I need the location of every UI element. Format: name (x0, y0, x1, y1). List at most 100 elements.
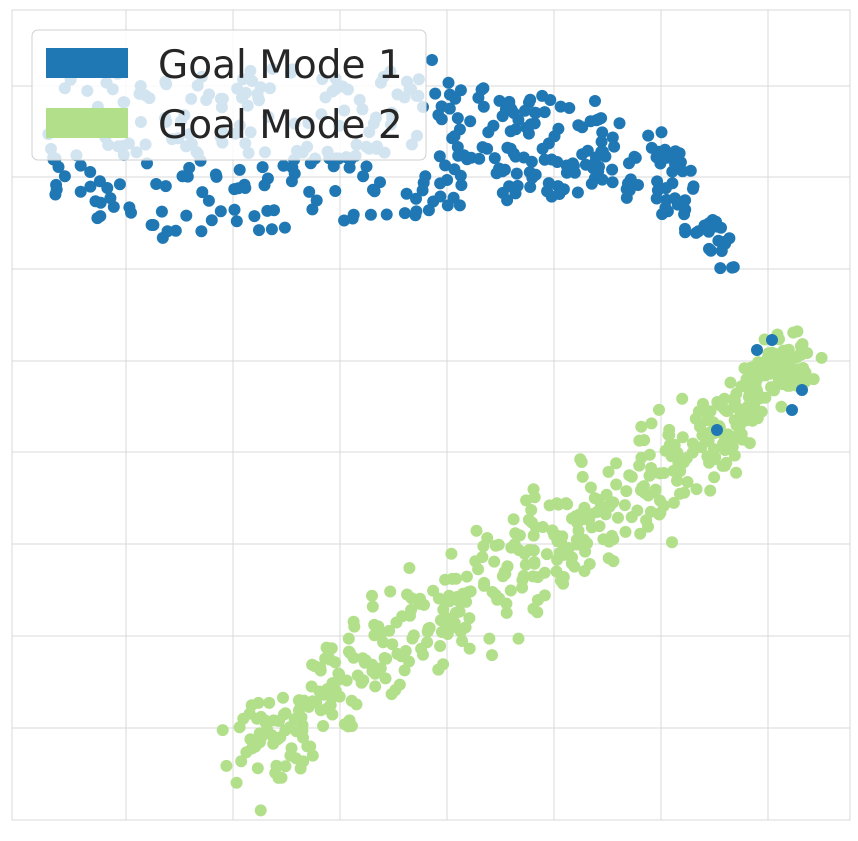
point-goal-mode-2 (244, 733, 257, 746)
point-goal-mode-2 (332, 667, 345, 680)
point-goal-mode-2 (653, 467, 666, 480)
point-goal-mode-2 (676, 392, 689, 405)
point-goal-mode-1 (205, 214, 218, 227)
point-goal-mode-2 (385, 688, 398, 701)
point-goal-mode-2 (296, 719, 309, 732)
point-goal-mode-2 (807, 373, 820, 386)
point-goal-mode-1 (482, 126, 495, 139)
point-goal-mode-1 (710, 215, 722, 228)
point-goal-mode-2 (269, 767, 282, 779)
point-goal-mode-1 (451, 112, 464, 125)
point-goal-mode-2 (347, 651, 360, 664)
point-goal-mode-2 (251, 712, 263, 725)
point-goal-mode-2 (460, 570, 473, 583)
point-goal-mode-2 (509, 527, 522, 540)
point-goal-mode-2 (531, 606, 544, 619)
point-goal-mode-1 (509, 187, 522, 200)
point-goal-mode-1 (671, 198, 684, 211)
point-goal-mode-2 (433, 592, 445, 605)
point-goal-mode-2 (404, 609, 416, 622)
point-goal-mode-2 (386, 638, 399, 651)
point-goal-mode-1 (196, 186, 209, 199)
point-goal-mode-1 (751, 344, 763, 356)
point-goal-mode-1 (419, 170, 432, 183)
point-goal-mode-2 (578, 565, 591, 577)
point-goal-mode-2 (666, 536, 678, 549)
point-goal-mode-1 (202, 194, 215, 207)
legend-swatch-goal-mode-1 (46, 48, 128, 78)
point-goal-mode-1 (94, 196, 107, 209)
point-goal-mode-2 (294, 762, 307, 775)
point-goal-mode-1 (606, 163, 619, 176)
point-goal-mode-1 (181, 170, 194, 183)
point-goal-mode-1 (374, 176, 386, 189)
point-goal-mode-1 (554, 100, 567, 113)
point-goal-mode-1 (329, 185, 342, 197)
point-goal-mode-1 (645, 141, 658, 154)
point-goal-mode-2 (720, 405, 733, 417)
point-goal-mode-2 (742, 391, 755, 404)
point-goal-mode-1 (557, 183, 570, 196)
point-goal-mode-2 (245, 699, 258, 712)
point-goal-mode-2 (620, 485, 633, 498)
point-goal-mode-2 (478, 579, 490, 592)
point-goal-mode-2 (519, 558, 532, 571)
point-goal-mode-1 (357, 170, 370, 183)
point-goal-mode-1 (422, 204, 435, 217)
point-goal-mode-2 (318, 688, 331, 701)
point-goal-mode-1 (538, 106, 551, 119)
legend: Goal Mode 1 Goal Mode 2 (31, 29, 427, 161)
point-goal-mode-1 (58, 170, 71, 183)
point-goal-mode-2 (342, 632, 355, 645)
point-goal-mode-2 (671, 446, 684, 459)
point-goal-mode-1 (596, 173, 609, 186)
point-goal-mode-2 (525, 504, 538, 516)
point-goal-mode-2 (631, 504, 644, 517)
point-goal-mode-1 (620, 191, 633, 204)
point-goal-mode-2 (326, 677, 339, 690)
point-goal-mode-2 (654, 494, 666, 507)
point-goal-mode-2 (292, 704, 305, 717)
point-goal-mode-1 (608, 140, 621, 153)
point-goal-mode-2 (692, 405, 705, 418)
point-goal-mode-2 (767, 354, 780, 367)
point-goal-mode-1 (529, 106, 542, 119)
point-goal-mode-2 (584, 481, 597, 494)
point-goal-mode-1 (676, 165, 689, 178)
point-goal-mode-1 (368, 185, 381, 198)
point-goal-mode-2 (443, 589, 456, 602)
point-goal-mode-1 (703, 242, 715, 255)
point-goal-mode-2 (643, 448, 656, 461)
point-goal-mode-2 (576, 470, 589, 483)
point-goal-mode-1 (596, 126, 609, 139)
point-goal-mode-1 (409, 209, 422, 222)
point-goal-mode-1 (496, 165, 509, 178)
point-goal-mode-2 (348, 620, 361, 633)
point-goal-mode-2 (758, 365, 771, 378)
point-goal-mode-1 (475, 83, 488, 96)
point-goal-mode-1 (496, 110, 509, 123)
point-goal-mode-1 (180, 209, 193, 222)
point-goal-mode-2 (463, 612, 476, 625)
point-goal-mode-2 (667, 496, 680, 509)
point-goal-mode-1 (714, 262, 727, 275)
point-goal-mode-2 (554, 574, 567, 587)
point-goal-mode-1 (454, 169, 467, 182)
point-goal-mode-2 (277, 691, 289, 704)
point-goal-mode-1 (529, 168, 542, 181)
point-goal-mode-1 (524, 181, 537, 193)
point-goal-mode-2 (585, 508, 598, 521)
point-goal-mode-2 (368, 618, 381, 631)
point-goal-mode-2 (653, 508, 666, 521)
point-goal-mode-2 (456, 635, 469, 647)
point-goal-mode-2 (785, 365, 798, 378)
point-goal-mode-1 (364, 208, 377, 221)
point-goal-mode-1 (671, 153, 684, 166)
point-goal-mode-1 (488, 152, 501, 165)
point-goal-mode-1 (613, 117, 626, 130)
point-goal-mode-2 (653, 403, 665, 416)
point-goal-mode-2 (235, 755, 248, 768)
point-goal-mode-2 (317, 720, 330, 732)
point-goal-mode-1 (91, 212, 104, 225)
